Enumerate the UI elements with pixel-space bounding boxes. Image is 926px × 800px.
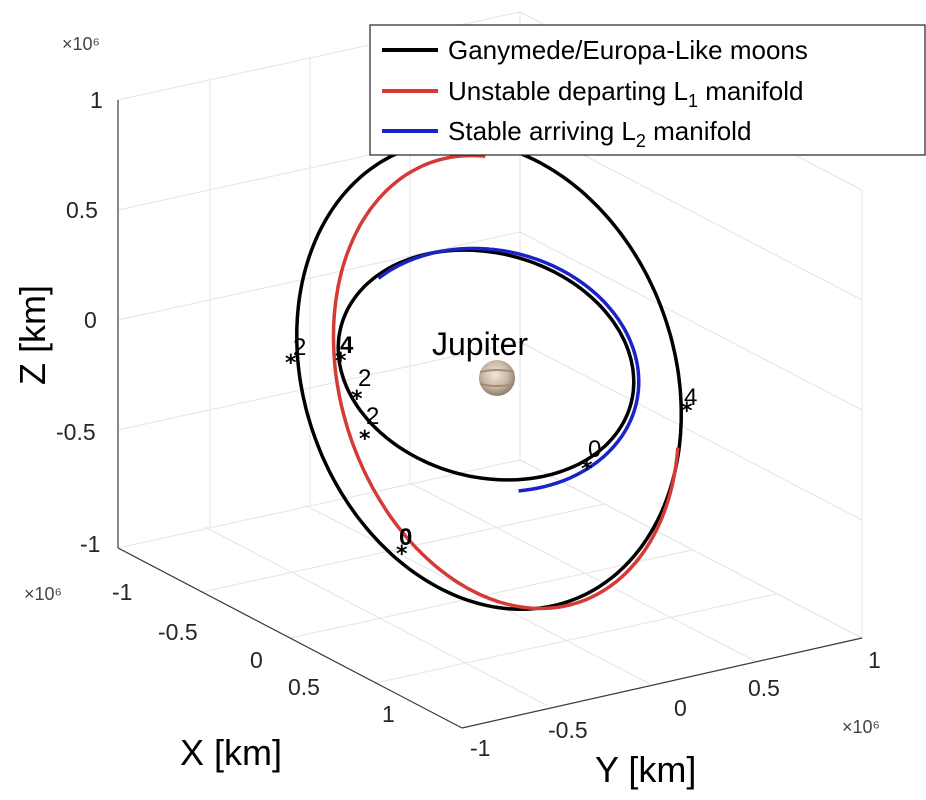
z-tick-label: 1 xyxy=(90,87,103,113)
epoch-marker-icon: * xyxy=(335,349,347,374)
epoch-marker-label: 0 xyxy=(399,524,412,551)
legend-entry-moons: Ganymede/Europa-Like moons xyxy=(448,35,808,65)
x-tick-label: -0.5 xyxy=(158,619,198,645)
y-tick-label: -1 xyxy=(470,735,490,761)
grid-line xyxy=(519,459,863,639)
jupiter-icon xyxy=(479,360,515,396)
grid-line xyxy=(117,341,521,431)
x-tick-label: 0 xyxy=(250,647,263,673)
grid-line xyxy=(117,231,521,321)
epoch-marker-icon: * xyxy=(285,351,297,376)
y-tick-label: -0.5 xyxy=(548,717,588,743)
grid-line xyxy=(117,459,521,549)
epoch-marker-icon: * xyxy=(359,427,371,452)
axes xyxy=(117,100,863,729)
grid-line xyxy=(289,549,693,639)
epoch-marker-icon: * xyxy=(351,387,363,412)
unstable-l1-manifold xyxy=(331,153,680,611)
grid-line xyxy=(375,593,777,684)
y-tick-label: 1 xyxy=(868,647,881,673)
z-tick-label: -0.5 xyxy=(56,419,96,445)
epoch-marker-label: 2 xyxy=(358,365,371,392)
epoch-marker-label: 2 xyxy=(293,334,306,361)
jupiter-label: Jupiter xyxy=(432,326,528,362)
markers: *0*2*4*2*2 *4*0 xyxy=(285,332,697,567)
legend-entry-unstable: Unstable departing L1 manifold xyxy=(448,76,803,111)
stable-l2-manifold xyxy=(377,246,641,493)
legend-entry-stable: Stable arriving L2 manifold xyxy=(448,116,751,151)
x-axis-label: X [km] xyxy=(180,732,282,773)
inner-moon-orbit xyxy=(336,248,636,482)
z-axis-label: Z [km] xyxy=(12,285,53,385)
y-tick-label: 0 xyxy=(674,695,687,721)
y-axis-line xyxy=(461,637,863,729)
epoch-marker-icon: * xyxy=(396,542,408,567)
z-tick-label: -1 xyxy=(80,531,100,557)
z-multiplier: ×10⁶ xyxy=(62,34,100,54)
grid-line xyxy=(519,231,863,411)
grid-line xyxy=(201,503,605,593)
epoch-marker-label: 0 xyxy=(588,436,601,463)
tick-labels: 1 0.5 0 -0.5 -1 -1 -0.5 0 0.5 1 -1 -0.5 0 0.5 1 xyxy=(56,87,881,761)
epoch-marker-icon: * xyxy=(681,399,693,424)
x-tick-label: -1 xyxy=(112,579,132,605)
epoch-marker-label: 4 xyxy=(684,384,697,411)
y-tick-label: 0.5 xyxy=(748,675,780,701)
epoch-marker-icon: * xyxy=(581,457,593,482)
epoch-marker-label: 4 xyxy=(340,332,354,359)
y-multiplier: ×10⁶ xyxy=(842,717,880,737)
x-axis-line xyxy=(117,547,463,729)
y-axis-label: Y [km] xyxy=(595,749,696,790)
x-multiplier: ×10⁶ xyxy=(24,584,62,604)
grid-line xyxy=(204,526,549,707)
epoch-marker-label: 2 xyxy=(366,403,379,430)
grid xyxy=(117,11,863,729)
legend: Ganymede/Europa-Like moons Unstable depa… xyxy=(369,24,926,156)
grid-line xyxy=(519,341,863,521)
grid-line xyxy=(409,482,756,662)
z-tick-label: 0 xyxy=(84,307,97,333)
x-tick-label: 0.5 xyxy=(288,674,320,700)
z-tick-label: 0.5 xyxy=(66,197,98,223)
x-tick-label: 1 xyxy=(382,701,395,727)
